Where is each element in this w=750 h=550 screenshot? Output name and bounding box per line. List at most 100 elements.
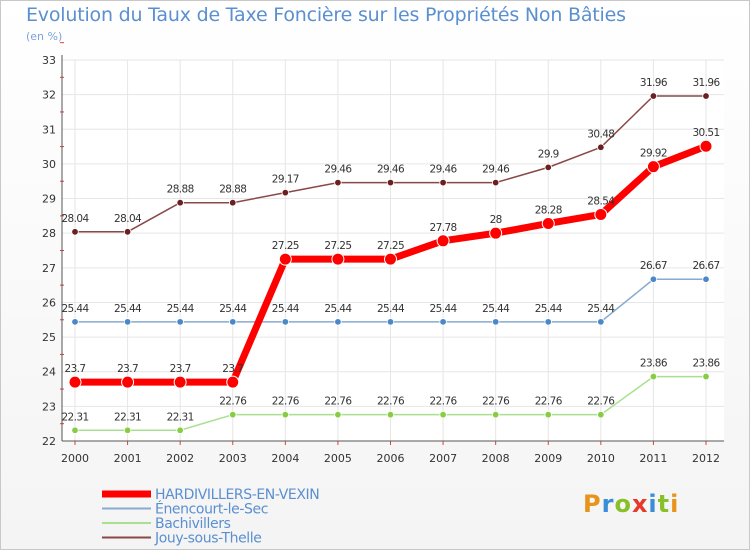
data-point [649,275,658,283]
data-label: 22.31 [167,411,194,423]
data-point [489,226,503,240]
data-point [71,228,79,236]
data-point [229,199,237,207]
data-label: 28 [490,214,502,226]
y-tick-label: 30 [42,158,56,171]
data-point [226,375,240,389]
data-label: 29.17 [272,174,299,186]
data-point [544,410,552,419]
data-point [281,188,290,197]
data-label: 22.76 [272,396,300,408]
data-point [491,410,500,419]
data-point [544,163,552,172]
data-label: 26.67 [692,260,719,272]
legend-label: Bachivillers [155,516,231,532]
data-point [436,234,450,248]
legend-label: Énencourt-le-Sec [155,501,268,518]
data-label: 25.44 [219,303,247,315]
data-label: 28.54 [587,195,615,207]
data-point [386,410,395,419]
data-label: 22.31 [61,411,88,423]
data-label: 22.31 [114,411,141,423]
data-point [281,410,290,419]
data-point [702,372,710,381]
chart-subtitle: (en %) [26,30,63,43]
data-label: 27.78 [430,222,457,234]
data-label: 28.88 [167,184,194,196]
y-tick-label: 25 [42,331,56,344]
data-point [123,318,132,326]
data-point [544,318,552,326]
y-tick-label: 22 [42,435,56,448]
x-tick-label: 2001 [114,452,142,465]
y-tick-label: 32 [42,89,56,102]
data-label: 30.48 [587,128,614,140]
data-point [68,375,82,389]
data-label: 28.28 [535,204,562,216]
x-tick-label: 2004 [271,452,299,465]
data-point [541,216,555,230]
data-point [439,410,447,419]
data-label: 22.76 [535,396,563,408]
data-point [491,318,500,326]
data-label: 25.44 [167,303,195,315]
data-label: 22.76 [377,396,405,408]
y-tick-label: 26 [42,296,56,309]
data-label: 28.04 [61,213,89,225]
data-point [646,160,660,174]
legend-label: Jouy-sous-Thelle [154,531,261,547]
data-label: 23.7 [65,363,86,375]
data-point [386,178,395,187]
data-point [702,275,710,283]
data-point [597,318,605,326]
x-tick-label: 2012 [692,452,720,465]
data-label: 25.44 [535,303,563,315]
data-label: 23.86 [640,358,668,370]
logo-letter: i [670,490,680,518]
data-label: 29.46 [430,164,458,176]
y-tick-label: 24 [42,366,56,379]
data-point [597,143,605,151]
data-label: 29.46 [324,164,352,176]
data-label: 25.44 [587,303,615,315]
data-label: 25.44 [61,303,89,315]
data-label: 22.76 [482,396,510,408]
data-point [594,207,608,221]
data-label: 22.76 [587,396,615,408]
data-point [176,426,184,434]
data-label: 30.51 [692,127,719,139]
data-point [439,178,447,187]
data-label: 31.96 [640,77,668,89]
x-tick-label: 2005 [324,452,352,465]
data-label: 28.88 [219,184,246,196]
data-label: 31.96 [692,77,720,89]
data-label: 29.46 [377,164,405,176]
logo-letter: P [583,490,602,518]
data-point [123,228,132,236]
x-tick-label: 2000 [61,452,89,465]
x-tick-label: 2011 [639,452,667,465]
data-label: 22.76 [324,396,352,408]
data-point [71,318,79,326]
data-point [123,426,132,434]
data-label: 25.44 [324,303,352,315]
data-label: 27.25 [377,240,404,252]
data-point [176,318,184,326]
data-point [334,178,342,187]
y-tick-label: 28 [42,227,56,240]
data-label: 22.76 [430,396,458,408]
y-tick-label: 33 [42,54,56,67]
data-point [597,410,605,419]
x-tick-label: 2002 [166,452,194,465]
y-tick-label: 31 [42,123,56,136]
data-point [71,426,79,434]
data-point [176,199,184,207]
data-point [384,252,397,266]
data-label: 22.76 [219,396,247,408]
chart-title: Evolution du Taux de Taxe Foncière sur l… [26,4,626,26]
data-point [331,252,345,266]
data-label: 29.46 [482,164,510,176]
data-label: 25.44 [482,303,510,315]
data-label: 25.44 [272,303,300,315]
logo-letter: r [601,490,615,518]
